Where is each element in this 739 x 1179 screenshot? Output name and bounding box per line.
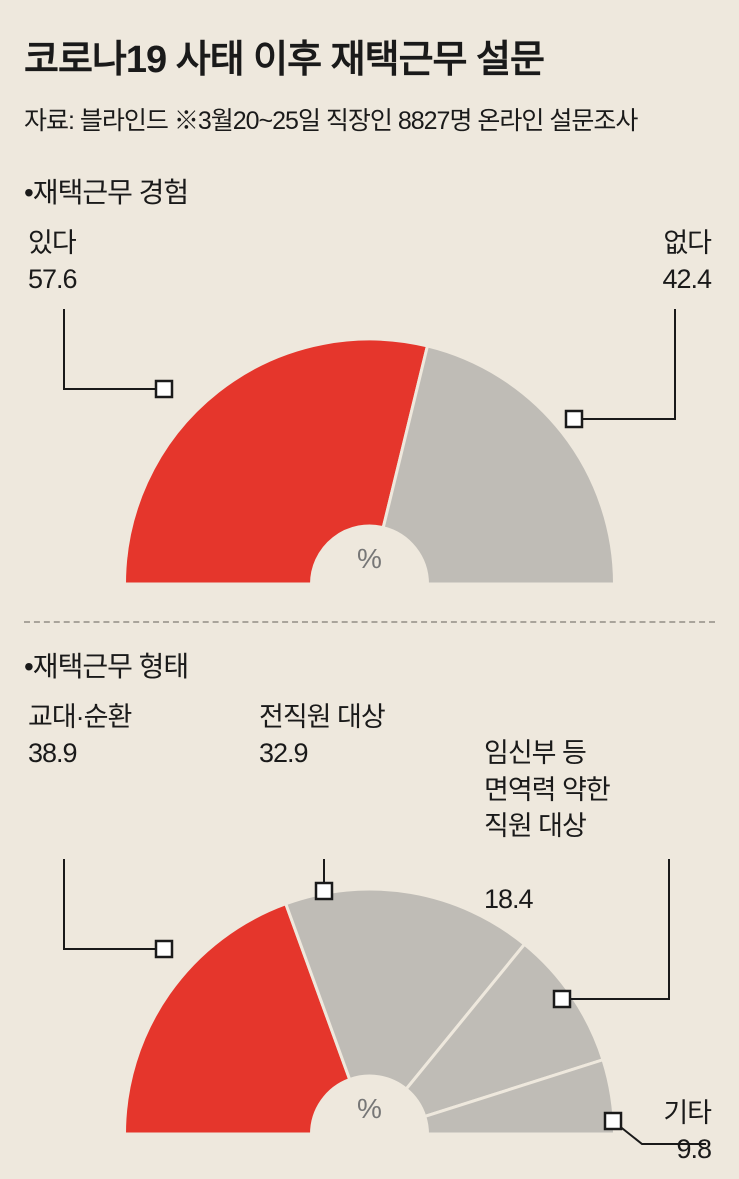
page-title: 코로나19 사태 이후 재택근무 설문 [24, 28, 715, 83]
percent-label: % [357, 1093, 382, 1124]
leader-line [64, 309, 164, 389]
marker [156, 381, 172, 397]
section-title-1: •재택근무 경험 [24, 171, 715, 211]
section-divider [24, 621, 715, 623]
label-all-value: 32.9 [259, 735, 385, 771]
source-line: 자료: 블라인드 ※3월20~25일 직장인 8827명 온라인 설문조사 [24, 101, 715, 137]
label-shift: 교대·순환 38.9 [28, 699, 131, 772]
label-etc-value: 9.8 [676, 1134, 711, 1164]
leader-line [64, 859, 164, 949]
label-shift-text: 교대·순환 [28, 699, 131, 735]
percent-label: % [357, 543, 382, 574]
marker [554, 991, 570, 1007]
label-no-value: 42.4 [662, 261, 711, 297]
marker [605, 1113, 621, 1129]
label-yes-value: 57.6 [28, 261, 77, 297]
label-weak-text: 임신부 등 면역력 약한 직원 대상 [484, 735, 610, 844]
half-donut-2: % [24, 859, 715, 1179]
label-shift-value: 38.9 [28, 735, 131, 771]
label-no-text: 없다 [662, 225, 711, 261]
slice [125, 339, 428, 584]
half-donut-1: % [24, 309, 715, 609]
chart-experience: •재택근무 경험 있다 57.6 없다 42.4 % [24, 171, 715, 609]
chart-type: •재택근무 형태 교대·순환 38.9 전직원 대상 32.9 임신부 등 면역… [24, 645, 715, 1179]
slice [383, 346, 614, 584]
marker [156, 941, 172, 957]
marker [316, 883, 332, 899]
label-all-text: 전직원 대상 [259, 699, 385, 735]
label-no: 없다 42.4 [662, 225, 711, 298]
label-yes: 있다 57.6 [28, 225, 77, 298]
label-etc: 기타 9.8 [663, 1095, 711, 1168]
label-all: 전직원 대상 32.9 [259, 699, 385, 772]
leader-line [574, 309, 675, 419]
label-yes-text: 있다 [28, 225, 77, 261]
section-title-2: •재택근무 형태 [24, 645, 715, 685]
leader-line [562, 859, 669, 999]
label-etc-text: 기타 [663, 1095, 711, 1131]
marker [566, 411, 582, 427]
